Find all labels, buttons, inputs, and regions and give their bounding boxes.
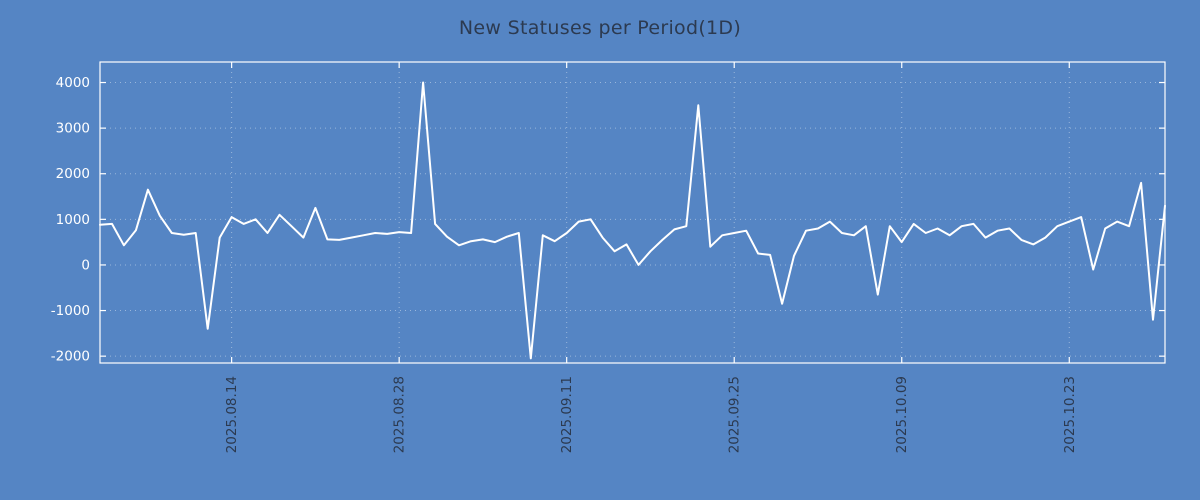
x-tick-label: 2025.09.11 [559, 376, 575, 453]
y-tick-label: 1000 [56, 212, 90, 228]
y-tick-label: 0 [81, 257, 90, 273]
x-tick-label: 2025.09.25 [727, 376, 743, 453]
x-tick-label: 2025.08.14 [224, 376, 240, 453]
x-tick-label: 2025.10.09 [894, 376, 910, 453]
x-tick-label: 2025.08.28 [392, 376, 408, 453]
data-series-line [99, 81, 1166, 360]
y-tick-label: -2000 [51, 349, 90, 365]
chart-title: New Statuses per Period(1D) [458, 17, 742, 39]
plot-border [99, 61, 1166, 364]
y-tick-label: 3000 [56, 121, 90, 137]
x-tick-label: 2025.10.23 [1062, 376, 1078, 453]
y-tick-label: -1000 [51, 303, 90, 319]
y-tick-label: 2000 [56, 166, 90, 182]
y-tick-label: 4000 [56, 75, 90, 91]
